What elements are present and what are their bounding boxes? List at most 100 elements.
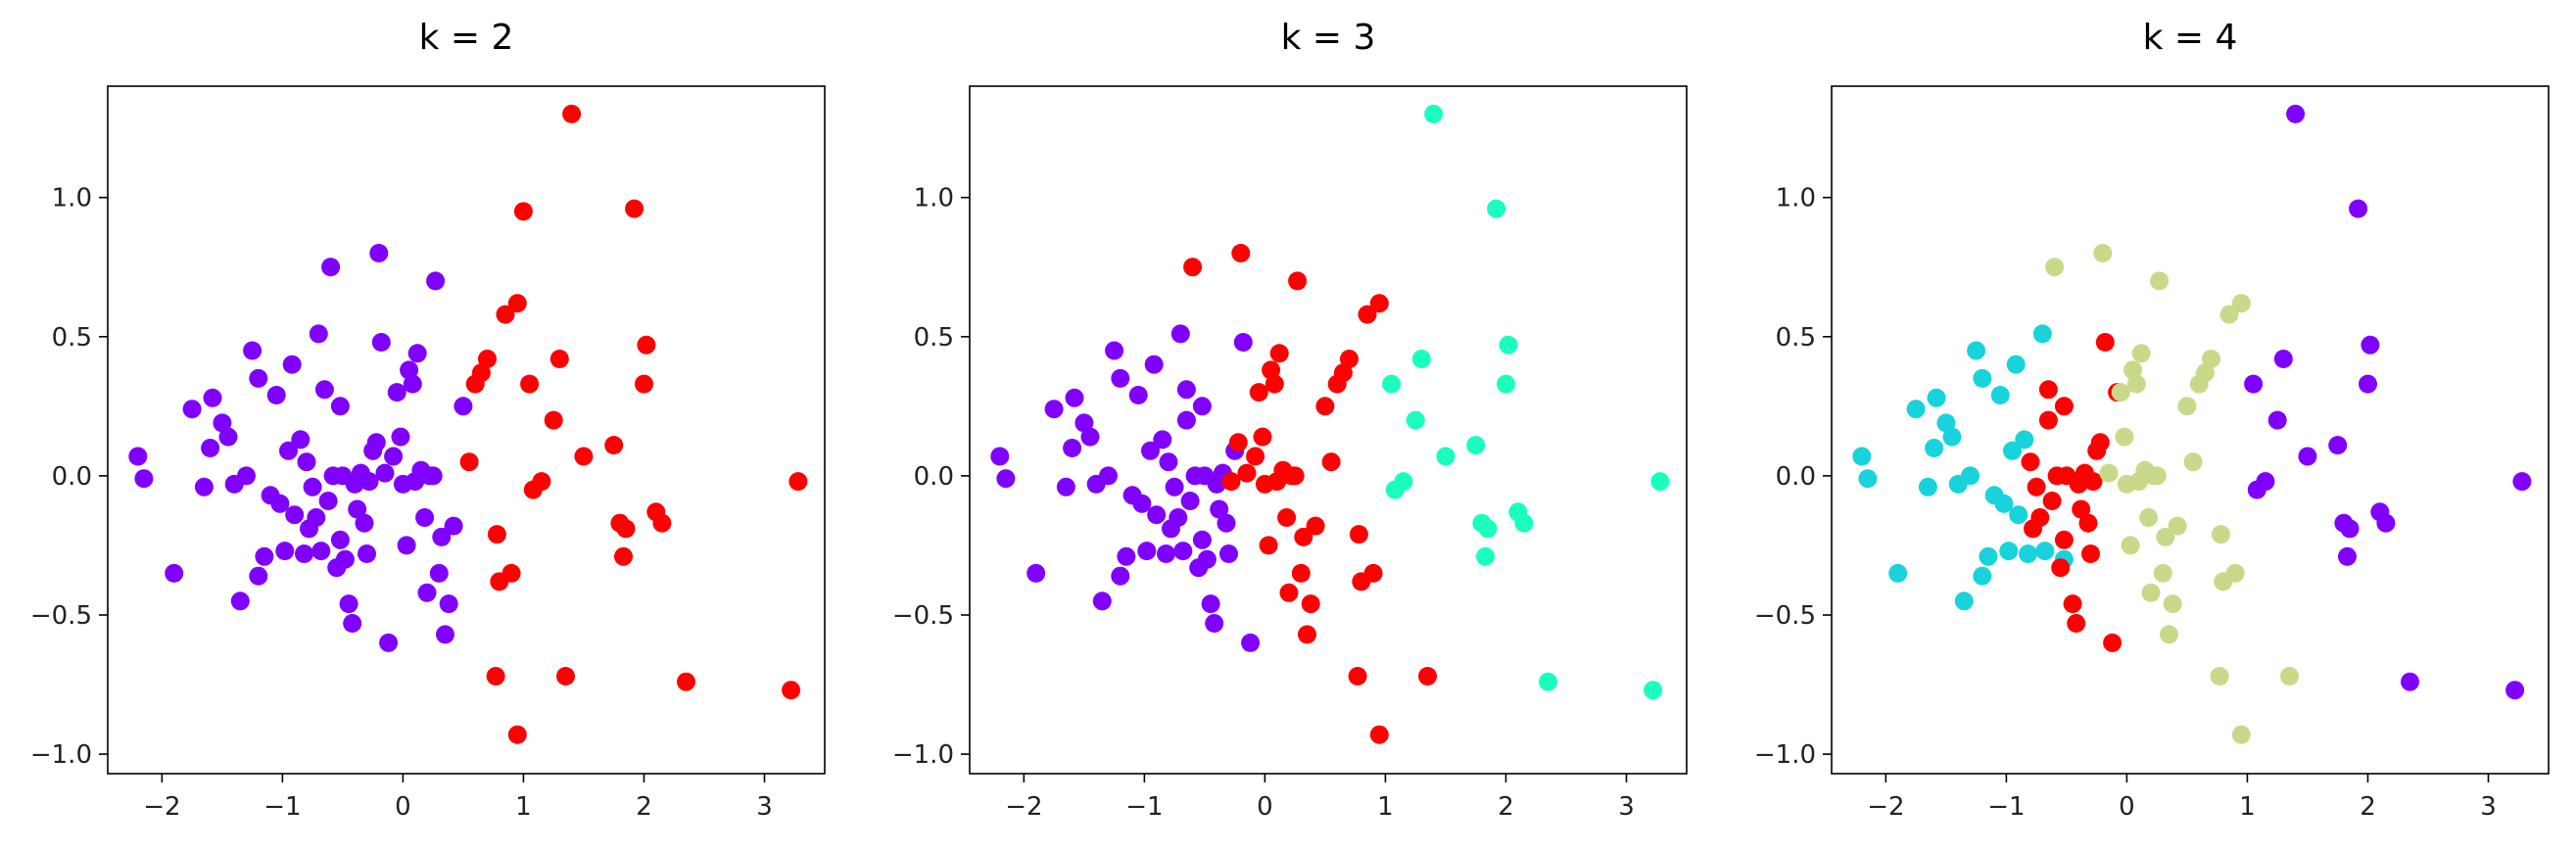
scatter-point (2211, 525, 2230, 544)
scatter-point (2361, 335, 2380, 355)
scatter-point (637, 335, 656, 355)
scatter-point (2401, 672, 2419, 691)
scatter-point (439, 594, 458, 614)
x-tick-label: −1 (1125, 792, 1163, 822)
scatter-point (2054, 397, 2074, 416)
scatter-point (2072, 499, 2091, 519)
scatter-point (339, 594, 358, 614)
scatter-point (1349, 525, 1368, 544)
y-tick-label: −0.5 (30, 601, 92, 631)
scatter-point (1927, 388, 1946, 407)
scatter-point (1228, 433, 1248, 452)
y-tick-label: 0.0 (52, 462, 92, 492)
scatter-point (2045, 258, 2065, 277)
scatter-point (314, 380, 334, 400)
scatter-point (194, 477, 214, 497)
scatter-point (635, 374, 653, 394)
scatter-point (1333, 363, 1353, 383)
scatter-point (1180, 492, 1200, 510)
scatter-point (391, 427, 410, 447)
scatter-point (348, 499, 367, 519)
scatter-point (270, 494, 290, 513)
x-tick-label: 3 (2480, 792, 2497, 822)
scatter-point (1936, 413, 1956, 433)
scatter-point (453, 397, 473, 416)
scatter-point (2298, 447, 2317, 466)
scatter-point (2009, 505, 2028, 525)
scatter-point (1942, 427, 1962, 447)
scatter-point (1294, 527, 1313, 546)
scatter-point (2003, 441, 2022, 460)
scatter-point (1644, 681, 1663, 700)
scatter-point (165, 563, 184, 583)
scatter-point (1183, 258, 1203, 277)
scatter-point (1165, 477, 1184, 497)
scatter-point (2231, 725, 2251, 744)
scatter-point (614, 546, 633, 566)
scatter-point (1026, 563, 1046, 583)
scatter-point (562, 104, 582, 123)
scatter-point (1973, 368, 1992, 388)
scatter-point (996, 469, 1016, 489)
scatter-point (625, 199, 644, 218)
scatter-point (1205, 614, 1224, 633)
scatter-point (1253, 427, 1272, 447)
scatter-point (1153, 430, 1172, 450)
scatter-point (1466, 436, 1486, 455)
scatter-point (2103, 633, 2123, 652)
scatter-point (1967, 341, 1986, 360)
scatter-point (1259, 536, 1278, 555)
y-tick-label: −0.5 (1754, 601, 1816, 631)
scatter-point (2126, 374, 2146, 394)
scatter-point (1478, 519, 1498, 539)
scatter-point (1906, 400, 1926, 419)
scatter-point (1111, 566, 1130, 586)
scatter-point (128, 447, 148, 466)
scatter-point (1137, 542, 1157, 561)
scatter-point (1973, 566, 1992, 586)
scatter-point (423, 466, 443, 486)
scatter-point (2095, 333, 2115, 352)
scatter-point (2328, 436, 2348, 455)
scatter-point (1233, 333, 1253, 352)
scatter-point (2027, 477, 2046, 497)
scatter-point (2219, 305, 2239, 324)
scatter-point (2081, 544, 2100, 563)
subplot-k-4: k = 4 −2 −1 0 1 2 3 −1.0 −0.5 0.0 0.5 1.0 (1754, 18, 2550, 822)
scatter-point (134, 469, 154, 489)
scatter-point (249, 566, 268, 586)
axes-frame (969, 85, 1688, 775)
scatter-point (359, 472, 379, 492)
scatter-point (2083, 472, 2103, 492)
x-tick-label: 1 (2239, 792, 2256, 822)
scatter-point (2150, 271, 2170, 291)
scatter-point (2115, 427, 2134, 447)
x-tick-label: 0 (2119, 792, 2135, 822)
scatter-point (1221, 472, 1241, 492)
scatter-point (355, 513, 374, 533)
scatter-point (2231, 294, 2251, 313)
y-tick-label: −1.0 (892, 740, 954, 770)
scatter-point (2338, 546, 2357, 566)
scatter-point (249, 368, 268, 388)
scatter-point (1065, 388, 1084, 407)
scatter-point (1650, 472, 1670, 492)
scatter-point (397, 536, 416, 555)
scatter-point (387, 383, 406, 402)
scatter-point (1147, 505, 1167, 525)
scatter-point (507, 294, 527, 313)
scatter-point (2505, 681, 2525, 700)
scatter-point (471, 363, 491, 383)
scatter-point (2131, 344, 2151, 363)
scatter-point (1340, 350, 1359, 368)
scatter-point (1219, 544, 1238, 563)
axes-frame (107, 85, 826, 775)
scatter-point (1487, 199, 1506, 218)
scatter-point (321, 258, 341, 277)
x-tick-label: 3 (1618, 792, 1635, 822)
scatter-point (496, 305, 515, 324)
scatter-point (279, 441, 298, 460)
scatter-point (1192, 530, 1212, 549)
scatter-point (417, 583, 437, 602)
scatter-point (788, 472, 808, 492)
